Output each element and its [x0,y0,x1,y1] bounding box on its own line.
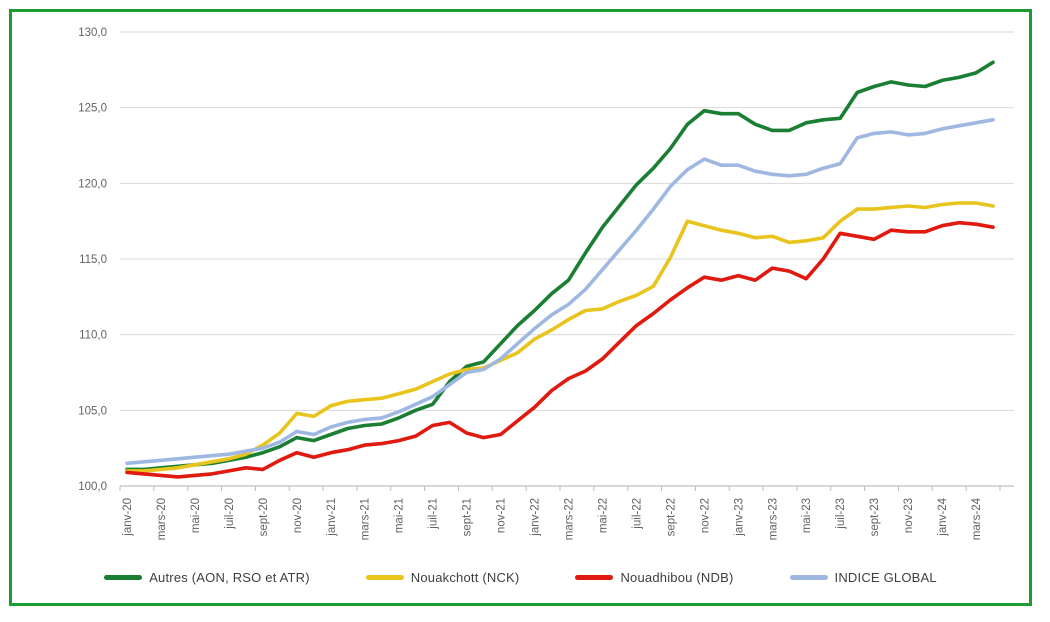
legend-swatch-indice-global-icon [789,575,828,580]
x-axis-tick-label: nov-22 [699,498,711,533]
x-axis-tick-label: janv-21 [326,498,338,537]
x-axis-tick-label: mai-22 [597,498,609,533]
legend-item-nouakchott: Nouakchott (NCK) [365,570,520,585]
y-axis-tick-label: 100,0 [78,481,107,493]
legend-label-autres: Autres (AON, RSO et ATR) [149,570,310,585]
x-axis-tick-label: nov-23 [903,498,915,533]
x-axis-tick-label: sept-22 [665,498,677,536]
x-axis-tick-label: mars-22 [563,498,575,540]
x-axis-tick-label: janv-23 [733,498,745,537]
legend-item-nouadhibou: Nouadhibou (NDB) [575,570,733,585]
x-axis-tick-label: mars-23 [767,498,779,540]
series-line-1 [125,201,995,473]
legend-label-nouadhibou: Nouadhibou (NDB) [620,570,734,585]
y-axis-tick-label: 120,0 [78,178,107,190]
legend-item-indice-global: INDICE GLOBAL [789,570,937,585]
legend-item-autres: Autres (AON, RSO et ATR) [104,570,310,585]
y-axis-tick-label: 115,0 [79,254,107,266]
x-axis-tick-label: mars-24 [971,497,983,540]
legend-label-indice-global: INDICE GLOBAL [834,570,937,585]
x-axis-tick-label: mai-21 [394,498,406,533]
x-axis-tick-label: mars-20 [156,498,168,540]
x-axis-tick-label: mai-23 [801,498,813,533]
x-axis-tick-label: juil-23 [835,498,847,530]
x-axis-tick-label: nov-20 [292,498,304,533]
y-axis-tick-label: 125,0 [78,103,107,115]
x-axis-tick-label: sept-23 [869,498,881,536]
series-line-2 [125,220,995,479]
series-line-3 [125,118,995,466]
y-axis-tick-label: 130,0 [78,27,107,39]
x-axis-tick-label: sept-20 [258,498,270,536]
x-axis-tick-label: mars-21 [360,498,372,540]
x-axis-tick-label: janv-22 [530,498,542,537]
legend-label-nouakchott: Nouakchott (NCK) [410,570,520,585]
y-axis-tick-label: 110,0 [79,330,107,342]
legend-swatch-nouadhibou-icon [575,575,614,580]
legend-swatch-autres-icon [104,575,143,580]
line-chart: 100,0 105,0 110,0 115,0 120,0 125,0 130,0 janv-… [78,27,1014,540]
series-line-0 [125,60,995,472]
x-axis-tick-label: janv-20 [122,498,134,537]
legend-swatch-nouakchott-icon [365,575,404,580]
x-axis-tick-label: juil-20 [224,498,236,530]
x-axis-tick-label: juil-22 [631,498,643,530]
x-axis-tick-label: juil-21 [428,498,440,530]
x-axis-tick-label: nov-21 [496,498,508,533]
x-axis-tick-label: mai-20 [190,498,202,533]
x-axis-tick-label: janv-24 [937,497,949,536]
y-axis-tick-label: 105,0 [78,405,107,417]
x-axis-tick-label: sept-21 [462,498,474,536]
chart-legend: Autres (AON, RSO et ATR) Nouakchott (NCK… [12,570,1029,585]
chart-frame: 100,0 105,0 110,0 115,0 120,0 125,0 130,0 janv-… [9,9,1032,606]
